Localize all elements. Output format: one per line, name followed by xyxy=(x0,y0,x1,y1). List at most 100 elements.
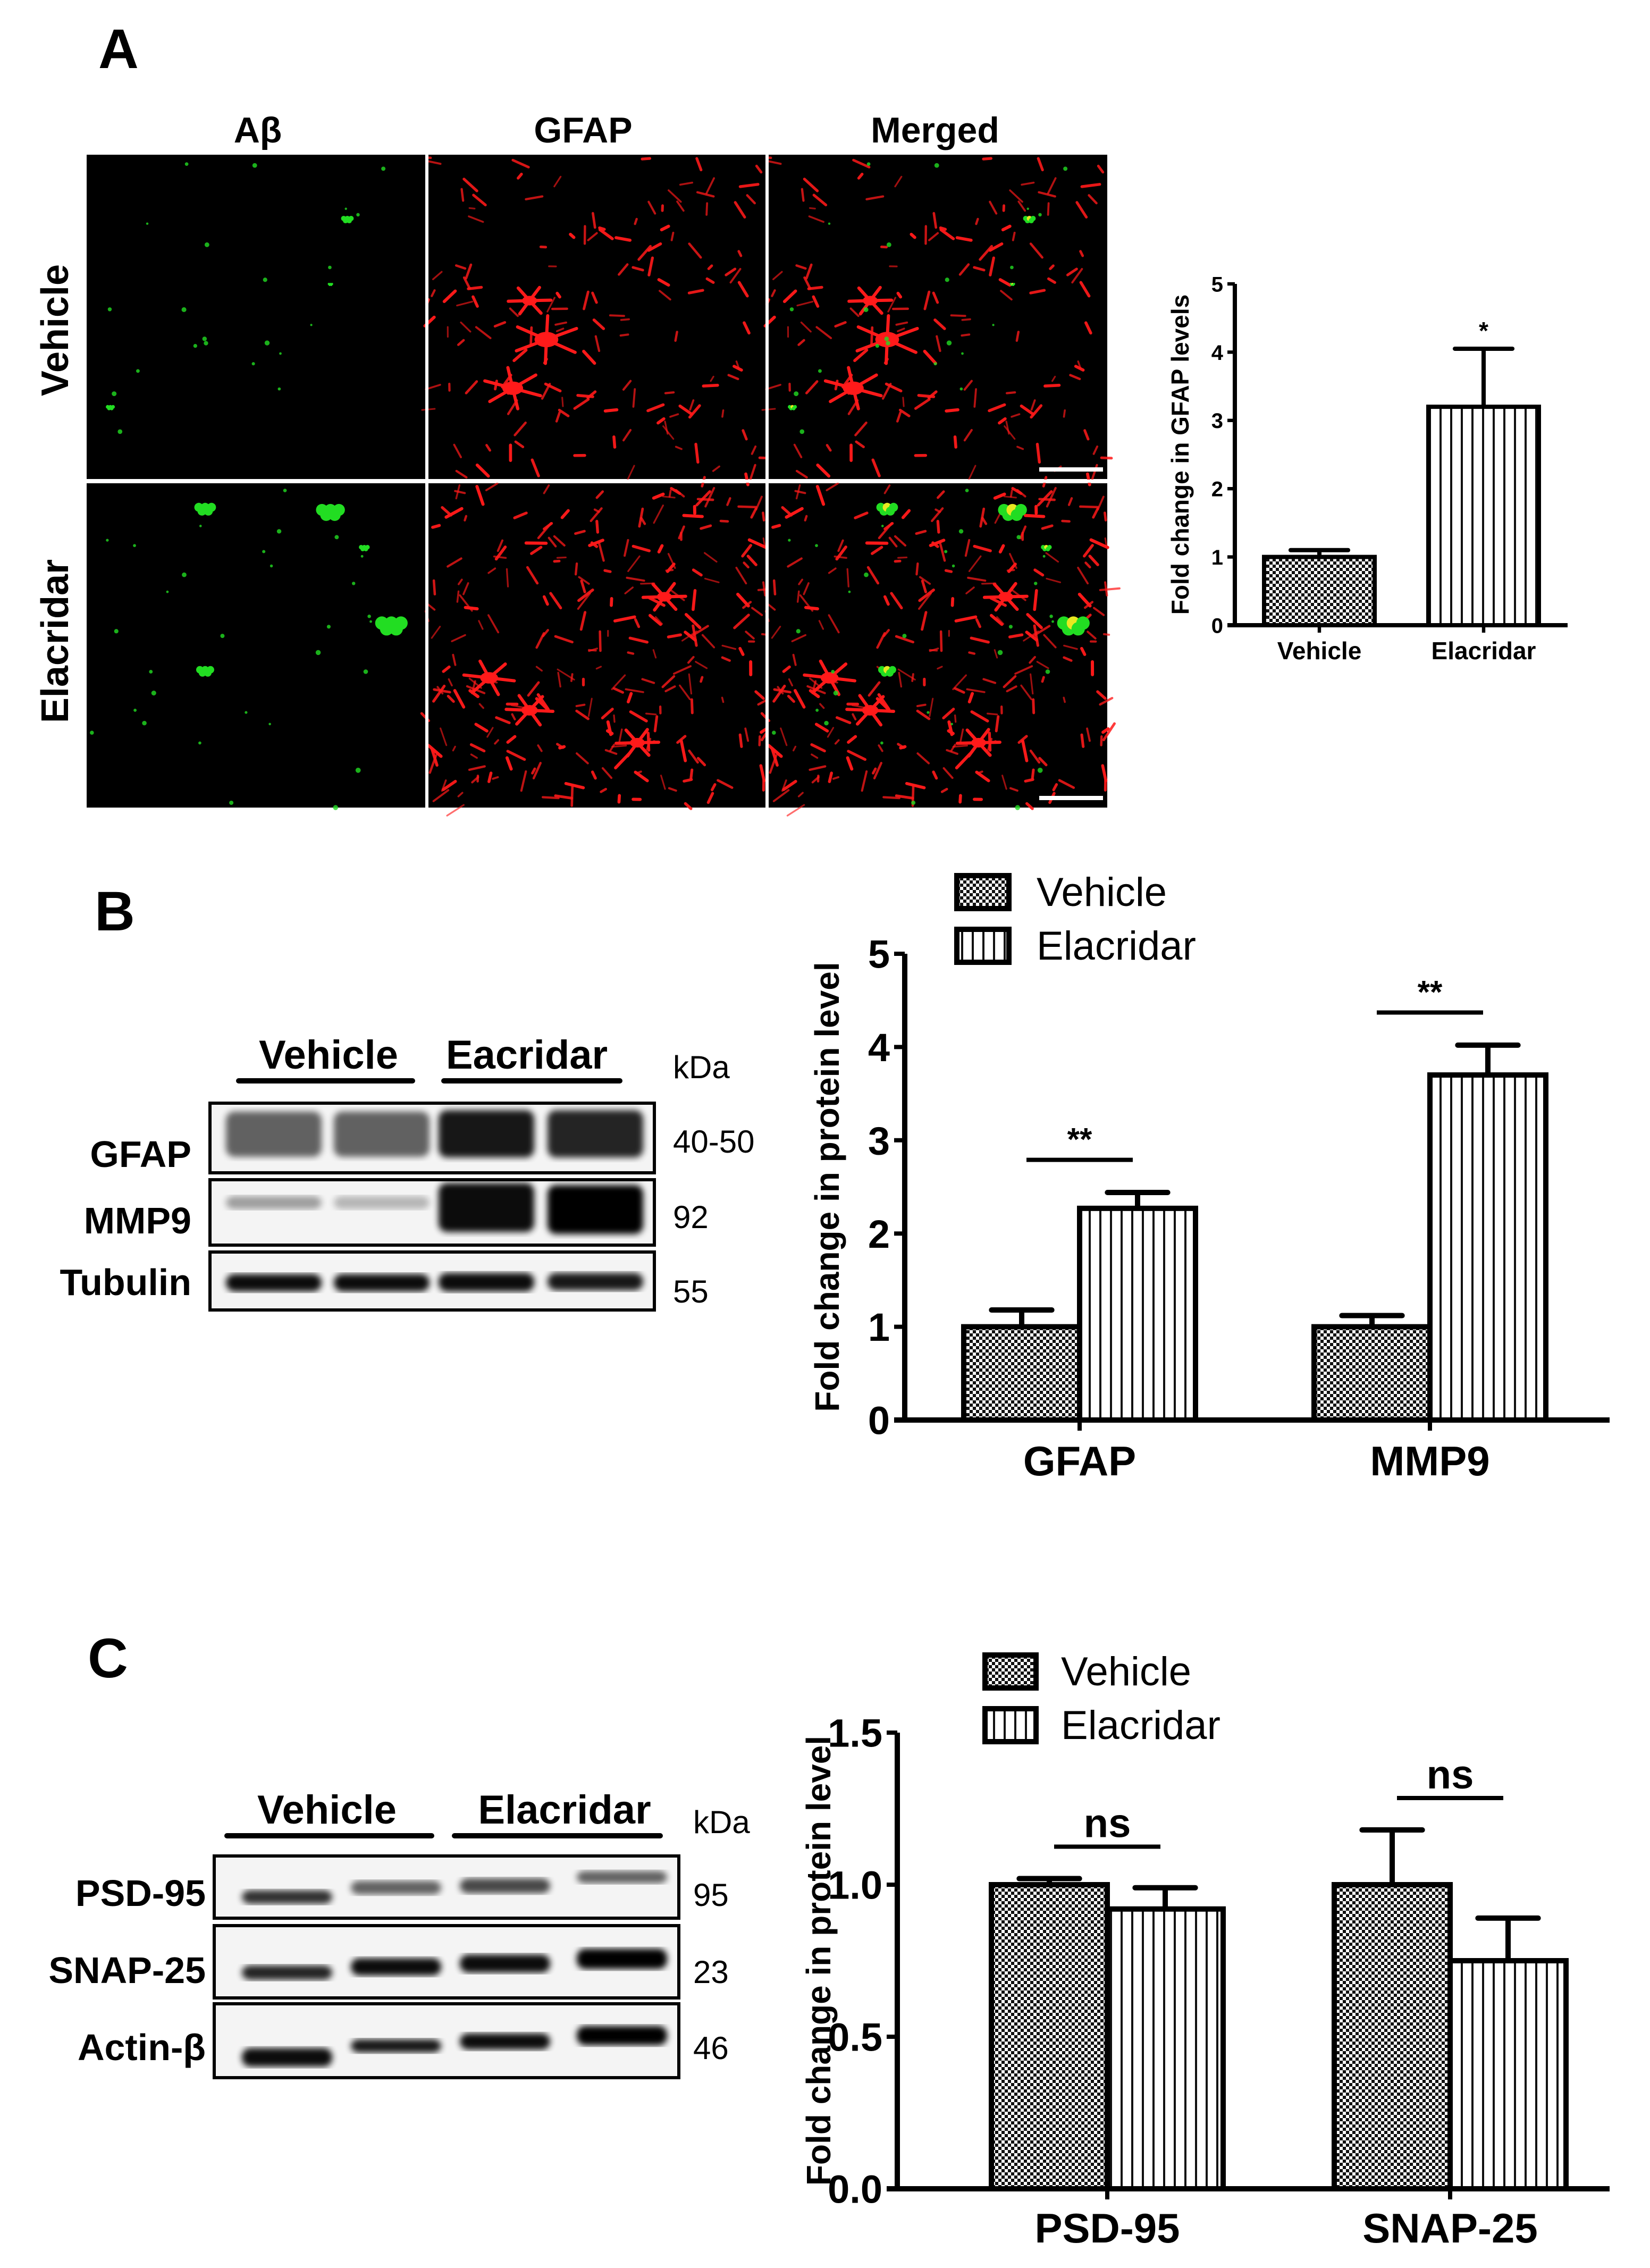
legend-swatch xyxy=(954,927,1012,965)
astrocyte-process xyxy=(976,770,983,775)
astrocyte-process xyxy=(794,490,806,494)
astrocyte-process xyxy=(1104,537,1108,548)
astrocyte-process xyxy=(530,545,543,555)
astrocyte-process xyxy=(791,634,807,642)
astrocyte-process xyxy=(638,507,644,528)
astrocyte-process xyxy=(614,236,632,242)
abeta-plaque xyxy=(207,502,216,512)
group-label: Vehicle xyxy=(257,1787,397,1833)
astrocyte-process xyxy=(1015,331,1020,342)
micrograph-background xyxy=(428,155,765,479)
row-label-vehicle: Vehicle xyxy=(34,264,77,396)
astrocyte-process xyxy=(792,653,797,666)
astrocyte-process xyxy=(451,634,466,642)
astrocyte-process xyxy=(634,618,641,628)
kda-value: 23 xyxy=(693,1954,729,1990)
astrocyte-process xyxy=(937,490,945,499)
astrocyte-process xyxy=(990,614,1004,626)
astrocyte-process xyxy=(582,349,596,365)
astrocyte-process xyxy=(622,380,632,391)
bar-elacridar-mmp9 xyxy=(1427,1072,1548,1423)
astrocyte-process xyxy=(468,689,479,699)
astrocyte-process xyxy=(868,681,881,697)
abeta-speck xyxy=(815,708,819,712)
astrocyte-process xyxy=(856,325,889,341)
astrocyte-process xyxy=(1052,783,1058,792)
astrocyte-process xyxy=(769,754,778,774)
astrocyte-process xyxy=(923,349,937,365)
astrocyte-process xyxy=(777,686,784,695)
astrocyte-process xyxy=(1009,787,1018,792)
astrocyte-process xyxy=(587,649,597,652)
astrocyte-process xyxy=(442,665,451,673)
astrocyte-process xyxy=(744,727,750,742)
astrocyte-process xyxy=(975,217,979,225)
astrocyte-process xyxy=(706,792,714,804)
astrocyte-process xyxy=(485,444,492,452)
astrocyte-process xyxy=(529,326,533,347)
blot-strip-actin xyxy=(213,2002,680,2079)
astrocyte-process xyxy=(679,181,694,186)
astrocyte-process xyxy=(998,544,1005,554)
astrocyte-process xyxy=(933,318,946,330)
astrocyte-process xyxy=(465,380,478,394)
astrocyte-process xyxy=(532,761,542,779)
astrocyte-process xyxy=(662,495,676,499)
protein-band xyxy=(242,1890,332,1904)
astrocyte-process xyxy=(457,792,464,797)
astrocyte-process xyxy=(586,390,597,399)
y-tick-label: 3 xyxy=(868,1119,890,1163)
astrocyte-process xyxy=(662,425,675,440)
astrocyte-process xyxy=(963,429,973,442)
astrocyte-process xyxy=(964,539,971,557)
astrocyte-process xyxy=(804,606,819,611)
abeta-speck xyxy=(934,163,939,168)
astrocyte-process xyxy=(795,484,801,500)
panel-label-c: C xyxy=(88,1627,128,1690)
astrocyte-process xyxy=(659,290,671,301)
astrocyte-process xyxy=(457,339,465,346)
abeta-plaque xyxy=(793,405,797,409)
abeta-speck xyxy=(831,670,835,674)
astrocyte-process xyxy=(528,695,544,712)
abeta-speck xyxy=(965,489,969,492)
astrocyte-process xyxy=(793,443,803,458)
astrocyte-process xyxy=(629,710,648,723)
astrocyte-process xyxy=(1003,495,1017,499)
astrocyte-process xyxy=(564,782,585,789)
astrocyte-process xyxy=(542,629,549,637)
abeta-speck xyxy=(326,625,331,629)
protein-band xyxy=(351,2039,441,2053)
astrocyte-process xyxy=(683,778,693,783)
astrocyte-process xyxy=(800,321,812,333)
kda-header: kDa xyxy=(673,1049,730,1085)
astrocyte-process xyxy=(598,226,606,231)
astrocyte-process xyxy=(695,661,708,669)
abeta-plaque xyxy=(333,503,345,516)
abeta-speck xyxy=(945,278,949,282)
astrocyte-process xyxy=(737,250,743,257)
astrocyte-process xyxy=(1096,690,1107,700)
abeta-speck xyxy=(799,429,805,434)
y-axis-label: Fold change in GFAP levels xyxy=(1166,295,1194,615)
astrocyte-process xyxy=(973,388,977,408)
astrocyte-process xyxy=(528,299,543,315)
astrocyte-process xyxy=(796,300,814,307)
legend-label: Vehicle xyxy=(1061,1649,1191,1694)
astrocyte-process xyxy=(945,408,959,413)
astrocyte-process xyxy=(447,557,462,568)
astrocyte-process xyxy=(872,767,877,775)
astrocyte-process xyxy=(785,507,804,519)
astrocyte-process xyxy=(514,440,525,449)
astrocyte-process xyxy=(808,215,824,223)
astrocyte-process xyxy=(468,215,484,223)
micrograph-gfap-vehicle xyxy=(421,155,771,482)
astrocyte-process xyxy=(446,804,465,817)
micrograph-merged-elacridar xyxy=(760,472,1121,817)
astrocyte-process xyxy=(854,421,868,436)
astrocyte-process xyxy=(726,497,731,506)
astrocyte-process xyxy=(811,776,820,784)
astrocyte-process xyxy=(772,684,786,703)
astrocyte-process xyxy=(575,703,586,708)
astrocyte-process xyxy=(689,768,694,779)
